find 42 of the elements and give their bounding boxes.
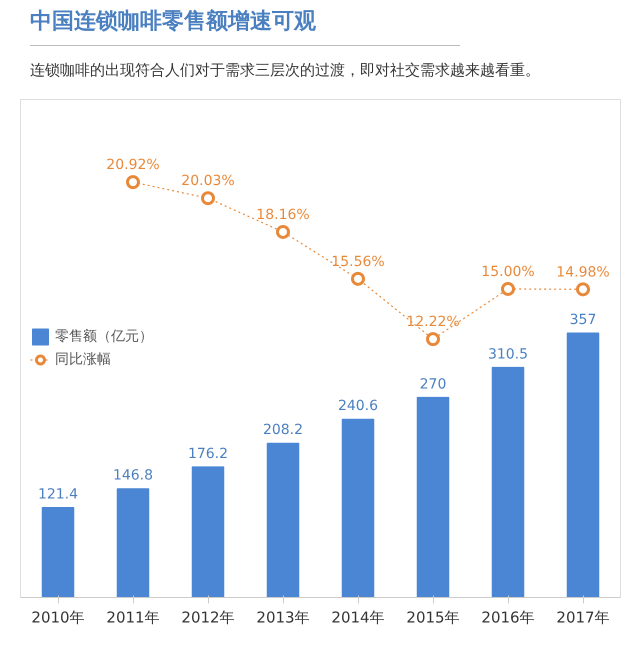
data-label: 15.56%: [331, 254, 385, 270]
x-tick-label: 2010年: [31, 608, 85, 627]
data-label: 270: [420, 376, 446, 393]
bar: [116, 488, 150, 598]
bar: [266, 443, 300, 598]
x-tick-label: 2015年: [406, 608, 460, 627]
bar: [492, 367, 524, 598]
data-label: 121.4: [38, 486, 78, 503]
data-label: 20.03%: [181, 174, 235, 190]
point: [351, 272, 365, 286]
point: [276, 225, 290, 240]
x-tick-label: 2011年: [106, 608, 160, 627]
chart-subtitle: 连锁咖啡的出现符合人们对于需求三层次的过渡，即对社交需求越来越看重。: [30, 60, 540, 82]
data-label: 12.22%: [406, 314, 460, 331]
x-tick-label: 2013年: [256, 608, 310, 627]
data-label: 310.5: [488, 346, 528, 363]
point: [501, 282, 515, 296]
chart-title: 中国连锁咖啡零售额增速可观: [30, 7, 316, 36]
bar: [566, 332, 600, 598]
point: [201, 192, 215, 206]
point: [576, 282, 590, 297]
data-label: 14.98%: [556, 264, 610, 281]
point: [126, 176, 140, 190]
data-label: 15.00%: [481, 264, 535, 280]
bar: [342, 419, 374, 598]
data-label: 176.2: [188, 446, 228, 462]
data-label: 146.8: [112, 468, 154, 484]
legend-label: 零售额（亿元）: [55, 328, 153, 346]
x-tick-label: 2012年: [181, 608, 235, 627]
bar: [42, 507, 74, 598]
x-tick-label: 2017年: [556, 608, 610, 627]
x-tick-label: 2014年: [331, 608, 385, 627]
legend-label: 同比涨幅: [55, 350, 111, 369]
bar: [192, 466, 224, 598]
data-label: 208.2: [262, 422, 304, 439]
data-label: 240.6: [338, 398, 378, 415]
x-tick-label: 2016年: [481, 608, 535, 627]
data-label: 20.92%: [106, 158, 160, 174]
point: [426, 332, 440, 347]
data-label: 357: [570, 312, 596, 328]
data-label: 18.16%: [256, 207, 310, 224]
bar: [416, 397, 450, 598]
